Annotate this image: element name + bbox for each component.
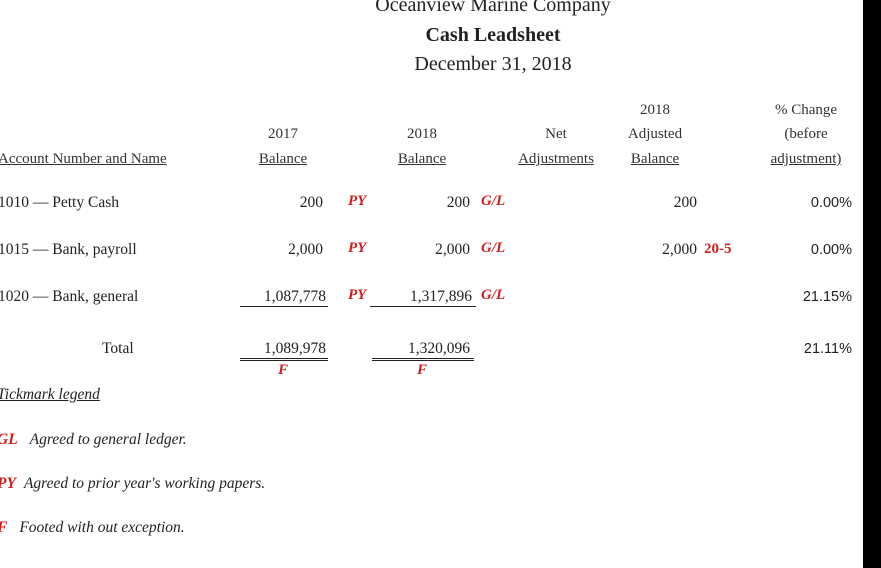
legend-code-gl: GL (0, 431, 18, 448)
row-1015-py-tickmark: PY (348, 240, 367, 256)
total-2017-balance: 1,089,978 (240, 340, 328, 361)
col-header-2018-year: 2018 (407, 126, 437, 142)
legend-code-py: PY (0, 475, 16, 492)
row-1020-2018-balance-value: 1,317,896 (370, 288, 476, 307)
col-header-adjusted-balance: Balance (630, 151, 680, 167)
total-2018-balance-value: 1,320,096 (372, 340, 474, 361)
legend-item-py: PY Agreed to prior year's working papers… (0, 475, 265, 493)
window-edge-bar (863, 0, 881, 568)
row-1010-adjusted-balance: 200 (673, 194, 697, 211)
tickmark-legend-heading: Tickmark legend (0, 386, 100, 403)
row-1015-pct-change: 0.00% (810, 242, 852, 258)
row-1010-py-tickmark: PY (348, 193, 367, 209)
row-1015-adjustment-reference: 20-5 (704, 241, 732, 257)
total-label: Total (102, 340, 134, 357)
col-header-adjusted-year: 2018 (640, 102, 670, 118)
row-1010-2017-balance: 200 (299, 194, 323, 211)
col-header-pct-adjustment: adjustment) (770, 151, 842, 167)
page-title: Cash Leadsheet (425, 24, 561, 46)
row-1010-2018-balance: 200 (446, 194, 470, 211)
col-header-pct-before: (before (784, 126, 828, 142)
legend-text-py: Agreed to prior year's working papers. (23, 475, 266, 492)
row-1020-account: 1020 — Bank, general (0, 288, 139, 305)
legend-code-f: F (0, 519, 7, 536)
row-1010-pct-change: 0.00% (810, 195, 852, 211)
row-1015-2018-balance: 2,000 (435, 241, 470, 258)
total-2017-balance-value: 1,089,978 (240, 340, 328, 361)
total-pct-change: 21.11% (803, 341, 852, 357)
col-header-adjustments: Adjustments (518, 151, 594, 167)
row-1015-2017-balance: 2,000 (288, 241, 323, 258)
row-1020-pct-change: 21.15% (802, 289, 852, 305)
row-1015-gl-tickmark: G/L (481, 240, 506, 256)
row-1010-account: 1010 — Petty Cash (0, 194, 119, 211)
legend-text-f: Footed with out exception. (19, 519, 185, 536)
total-2018-balance: 1,320,096 (372, 340, 474, 361)
row-1020-2017-balance: 1,087,778 (240, 288, 328, 307)
legend-text-gl: Agreed to general ledger. (29, 431, 187, 448)
row-1015-account: 1015 — Bank, payroll (0, 241, 137, 258)
col-header-pct-change: % Change (774, 102, 838, 118)
legend-item-f: F Footed with out exception. (0, 519, 185, 537)
total-2017-footed-tickmark: F (277, 362, 288, 378)
company-name: Oceanview Marine Company (375, 0, 611, 16)
row-1020-2017-balance-value: 1,087,778 (240, 288, 328, 307)
col-header-account: Account Number and Name (0, 151, 167, 167)
row-1020-py-tickmark: PY (348, 287, 367, 303)
row-1015-adjusted-balance: 2,000 (662, 241, 697, 258)
col-header-2017-year: 2017 (268, 126, 298, 142)
col-header-net: Net (545, 126, 567, 142)
legend-item-gl: GL Agreed to general ledger. (0, 431, 187, 449)
col-header-2017-balance: Balance (258, 151, 308, 167)
col-header-adjusted: Adjusted (627, 126, 683, 142)
report-date: December 31, 2018 (414, 53, 572, 75)
row-1020-gl-tickmark: G/L (481, 287, 506, 303)
total-2018-footed-tickmark: F (416, 362, 427, 378)
row-1020-2018-balance: 1,317,896 (370, 288, 476, 307)
row-1010-gl-tickmark: G/L (481, 193, 506, 209)
col-header-2018-balance: Balance (397, 151, 447, 167)
